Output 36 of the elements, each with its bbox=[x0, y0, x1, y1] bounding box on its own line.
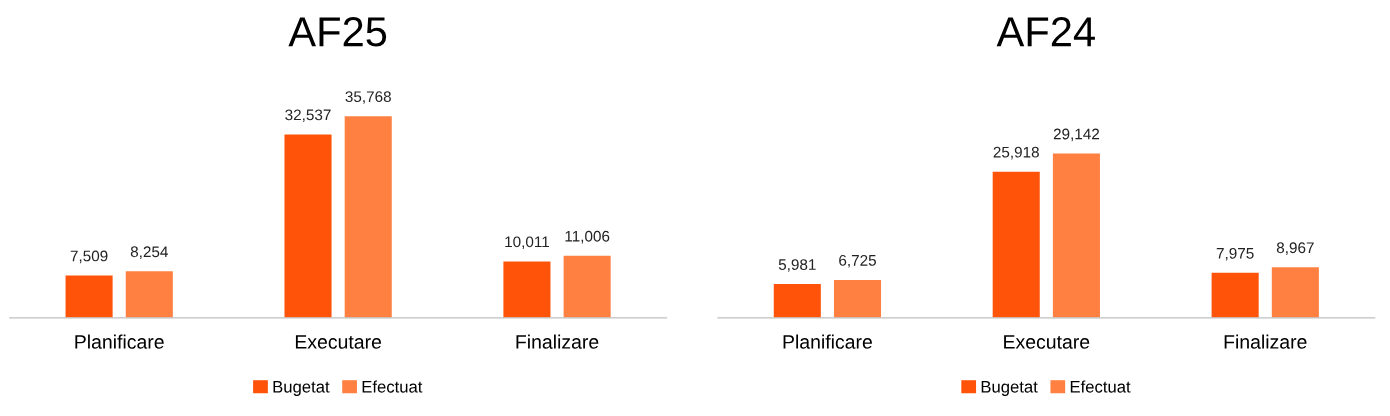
legend-label: Efectuat bbox=[362, 380, 423, 393]
chart-title: AF24 bbox=[996, 17, 1095, 47]
data-label: 7,509 bbox=[70, 250, 108, 264]
data-label: 25,918 bbox=[993, 146, 1039, 160]
data-label: 10,011 bbox=[505, 236, 549, 250]
bar bbox=[992, 171, 1040, 318]
x-tick-label: Executare bbox=[295, 335, 382, 349]
data-label: 8,254 bbox=[130, 246, 168, 259]
x-tick-label: Planificare bbox=[75, 334, 164, 349]
bar bbox=[833, 279, 882, 318]
bar bbox=[125, 271, 173, 318]
data-label: 29,142 bbox=[1053, 128, 1100, 142]
bar bbox=[65, 275, 113, 318]
legend-label: Efectuat bbox=[1070, 380, 1131, 393]
data-label: 5,981 bbox=[778, 259, 816, 272]
bar bbox=[344, 116, 392, 318]
bar bbox=[284, 134, 332, 318]
bar bbox=[503, 261, 551, 318]
x-tick-label: Planificare bbox=[783, 334, 872, 349]
bar bbox=[1052, 153, 1100, 318]
x-tick-label: Finalizare bbox=[516, 334, 599, 349]
data-label: 35,768 bbox=[345, 91, 391, 104]
data-label: 8,967 bbox=[1276, 242, 1314, 255]
x-tick-label: Finalizare bbox=[1224, 334, 1307, 349]
bar bbox=[563, 255, 611, 318]
chart-title: AF25 bbox=[288, 17, 387, 47]
data-label: 7,975 bbox=[1216, 247, 1254, 261]
legend-label: Bugetat bbox=[981, 381, 1038, 396]
data-label: 32,537 bbox=[285, 109, 331, 123]
data-label: 6,725 bbox=[839, 254, 876, 268]
x-tick-label: Executare bbox=[1004, 335, 1090, 349]
bar bbox=[773, 284, 821, 318]
legend-label: Bugetat bbox=[273, 381, 330, 396]
data-label: 11,006 bbox=[565, 230, 610, 244]
bar bbox=[1271, 267, 1319, 318]
bar bbox=[1211, 272, 1259, 318]
